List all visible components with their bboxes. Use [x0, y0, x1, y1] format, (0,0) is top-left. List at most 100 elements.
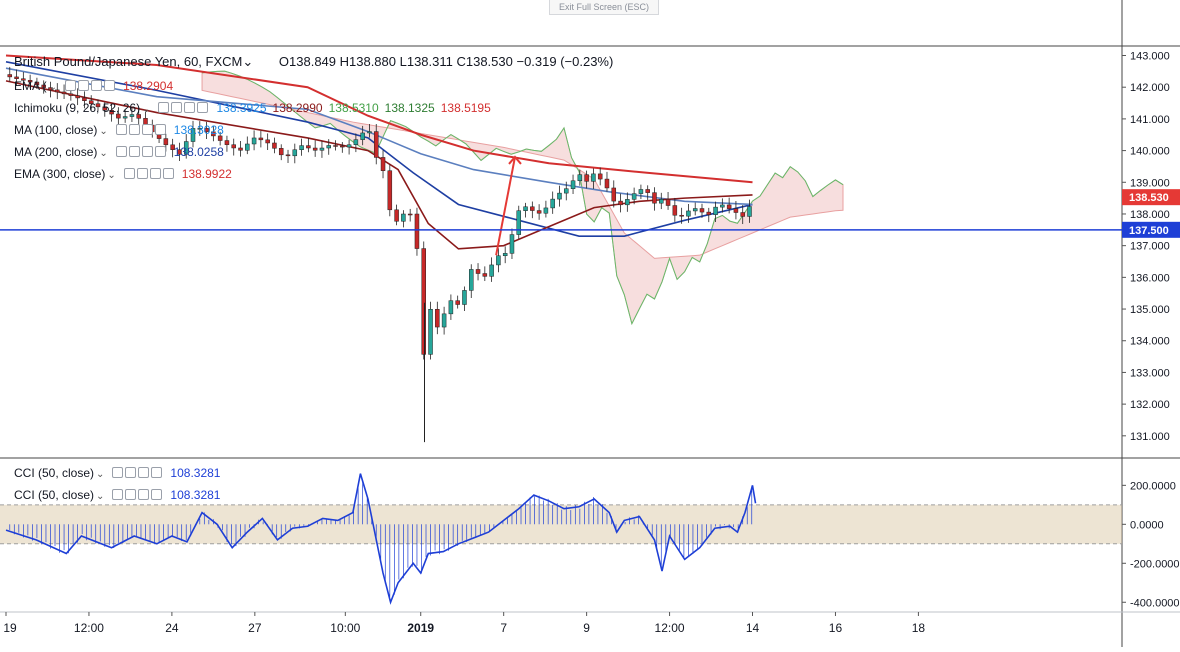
- candle-body: [407, 213, 413, 216]
- candle-body: [597, 173, 603, 180]
- candle-body: [387, 170, 393, 211]
- candle-body: [713, 206, 718, 215]
- candle-body: [251, 137, 257, 145]
- cci-legend-row[interactable]: CCI (50, close) ⌄ 108.3281: [14, 488, 220, 502]
- candle-body: [414, 213, 420, 249]
- price-tick-label: 133.000: [1130, 367, 1170, 379]
- exit-fullscreen-button[interactable]: Exit Full Screen (ESC): [549, 0, 659, 15]
- candle-body: [733, 208, 739, 213]
- cci-legend-row[interactable]: CCI (50, close) ⌄ 108.3281: [14, 466, 220, 480]
- candle-body: [665, 199, 671, 206]
- chevron-down-icon[interactable]: ⌄: [99, 126, 108, 137]
- candle-body: [394, 209, 399, 222]
- candle-body: [557, 192, 562, 200]
- chevron-down-icon[interactable]: ⌄: [99, 148, 108, 159]
- close-icon[interactable]: [162, 168, 174, 179]
- price-tick-label: 143.000: [1130, 51, 1170, 63]
- cci-tick-label: 200.0000: [1130, 480, 1176, 492]
- candle-body: [34, 81, 40, 86]
- close-icon[interactable]: [151, 467, 163, 478]
- candle-body: [401, 213, 406, 222]
- indicator-value: 138.5310: [328, 101, 379, 115]
- chevron-down-icon[interactable]: ⌄: [96, 469, 105, 480]
- candle-body: [285, 154, 291, 157]
- candle-body: [116, 113, 121, 119]
- indicator-legend-row[interactable]: EMA (⌄ 138.2904: [14, 79, 173, 93]
- candle-body: [435, 308, 440, 328]
- eye-icon[interactable]: [112, 467, 124, 478]
- add-icon[interactable]: [149, 168, 161, 179]
- indicator-value: 108.3281: [170, 466, 221, 480]
- candle-body: [360, 132, 365, 140]
- indicator-legend-row[interactable]: MA (200, close) ⌄ 138.0258: [14, 145, 224, 159]
- time-tick-label: 12:00: [655, 621, 685, 635]
- candle-body: [455, 300, 460, 305]
- indicator-legend-row[interactable]: EMA (300, close) ⌄ 138.9922: [14, 167, 232, 181]
- settings-icon[interactable]: [136, 168, 148, 179]
- time-tick-label: 9: [583, 621, 590, 635]
- indicator-label[interactable]: EMA (300, close): [14, 167, 106, 181]
- add-icon[interactable]: [91, 80, 103, 91]
- chevron-down-icon[interactable]: ⌄: [96, 491, 105, 502]
- chevron-down-icon[interactable]: ⌄: [242, 54, 254, 69]
- candlestick-series: [7, 66, 752, 443]
- chevron-down-icon[interactable]: ⌄: [142, 104, 151, 115]
- candle-body: [272, 142, 277, 149]
- indicator-label[interactable]: Ichimoku (9, 26, 52, 26): [14, 101, 141, 115]
- add-icon[interactable]: [138, 489, 150, 500]
- candle-body: [509, 234, 515, 254]
- close-icon[interactable]: [197, 102, 209, 113]
- time-tick-label: 10:00: [330, 621, 360, 635]
- eye-icon[interactable]: [115, 146, 127, 157]
- candle-body: [475, 269, 481, 274]
- eye-icon[interactable]: [123, 168, 135, 179]
- settings-icon[interactable]: [128, 146, 140, 157]
- candle-body: [550, 198, 555, 209]
- indicator-value: 138.2990: [272, 101, 323, 115]
- indicator-label[interactable]: MA (200, close): [14, 145, 98, 159]
- symbol-title[interactable]: British Pound/Japanese Yen, 60, FXCM: [14, 54, 243, 69]
- settings-icon[interactable]: [128, 124, 140, 135]
- series-line-1: [5, 61, 753, 237]
- settings-icon[interactable]: [125, 489, 137, 500]
- close-icon[interactable]: [154, 146, 166, 157]
- candle-body: [373, 131, 379, 158]
- candle-body: [604, 178, 610, 189]
- candle-body: [611, 187, 617, 202]
- indicator-label[interactable]: EMA (: [14, 79, 47, 93]
- settings-icon[interactable]: [171, 102, 183, 113]
- settings-icon[interactable]: [78, 80, 90, 91]
- indicator-label[interactable]: CCI (50, close): [14, 488, 95, 502]
- eye-icon[interactable]: [65, 80, 77, 91]
- indicator-legend-row[interactable]: Ichimoku (9, 26, 52, 26) ⌄ 138.3925 138.299…: [14, 101, 491, 115]
- candle-body: [740, 212, 745, 217]
- indicator-label[interactable]: MA (100, close): [14, 123, 98, 137]
- candle-body: [82, 97, 87, 101]
- close-icon[interactable]: [151, 489, 163, 500]
- indicator-lines: [5, 54, 753, 250]
- indicator-label[interactable]: CCI (50, close): [14, 466, 95, 480]
- chevron-down-icon[interactable]: ⌄: [107, 170, 116, 181]
- add-icon[interactable]: [138, 467, 150, 478]
- series-line-3: [5, 80, 753, 250]
- eye-icon[interactable]: [112, 489, 124, 500]
- add-icon[interactable]: [184, 102, 196, 113]
- add-icon[interactable]: [141, 146, 153, 157]
- candle-body: [333, 145, 338, 147]
- cci-line: [5, 473, 757, 605]
- chevron-down-icon[interactable]: ⌄: [48, 82, 58, 93]
- close-icon[interactable]: [154, 124, 166, 135]
- eye-icon[interactable]: [158, 102, 170, 113]
- price-tick-label: 131.000: [1130, 431, 1170, 443]
- candle-body: [197, 128, 203, 130]
- indicator-legend-row[interactable]: MA (100, close) ⌄ 138.3028: [14, 123, 224, 137]
- time-tick-label: 18: [912, 621, 926, 635]
- close-icon[interactable]: [104, 80, 116, 91]
- eye-icon[interactable]: [115, 124, 127, 135]
- add-icon[interactable]: [141, 124, 153, 135]
- candle-body: [564, 188, 569, 194]
- settings-icon[interactable]: [125, 467, 137, 478]
- candle-body: [591, 173, 596, 182]
